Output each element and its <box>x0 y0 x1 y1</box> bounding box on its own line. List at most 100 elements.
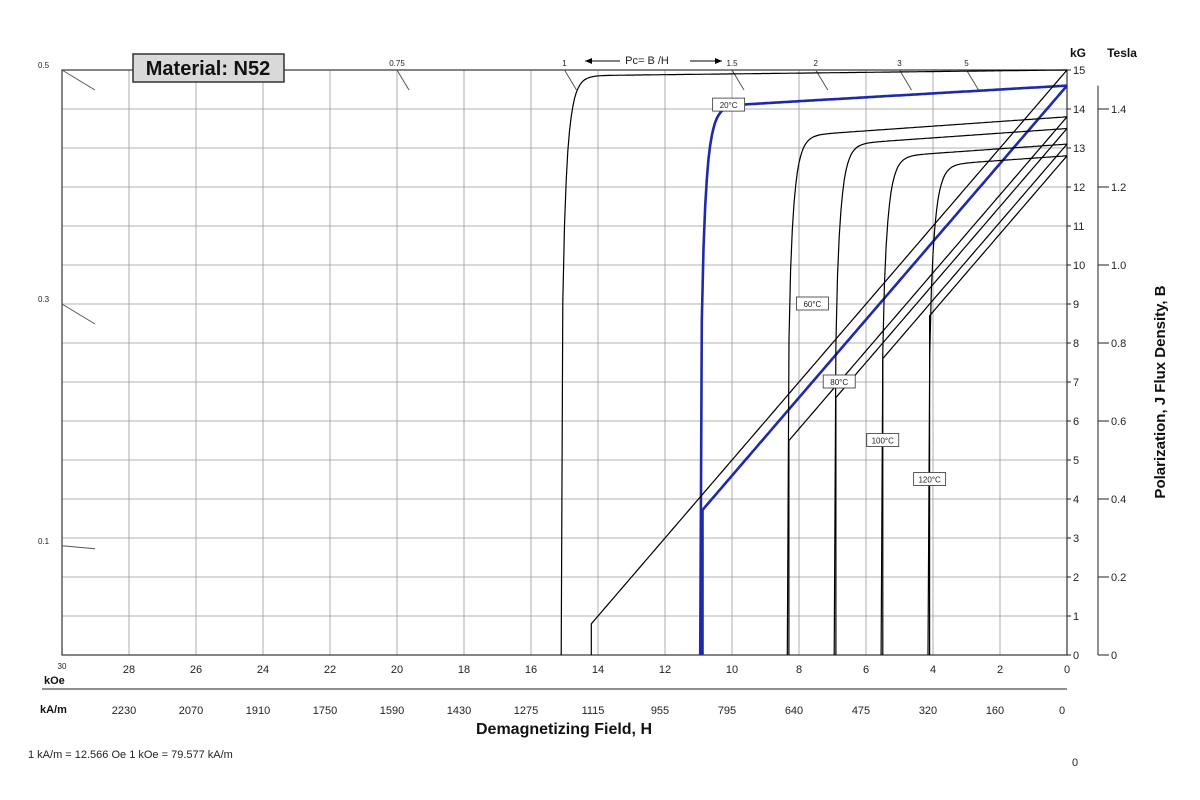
y-tick-label-kg: 13 <box>1073 143 1085 155</box>
pc-tick-mark <box>396 69 410 91</box>
y-tick-label-kg: 4 <box>1073 494 1079 506</box>
x-tick-label-kam: 1430 <box>447 705 471 717</box>
temp-label: 100°C <box>872 437 895 446</box>
b-curve <box>590 69 1068 655</box>
curves <box>560 69 1068 656</box>
temp-label: 20°C <box>720 101 738 110</box>
x-tick-label-koe: 4 <box>930 664 936 676</box>
x-axis-label: Demagnetizing Field, H <box>476 721 652 738</box>
pc-tick-label: 0.1 <box>38 537 50 546</box>
x-tick-label-koe-cut: 30 <box>58 662 67 671</box>
temp-label: 120°C <box>918 476 941 485</box>
y-tick-label-kg: 12 <box>1073 182 1085 194</box>
y-unit-left: kG <box>1070 46 1086 60</box>
y-tick-label-kg: 5 <box>1073 455 1079 467</box>
y-tick-label-kg: 2 <box>1073 572 1079 584</box>
y-tick-label-kg: 15 <box>1073 65 1085 77</box>
temp-label-box <box>712 97 746 112</box>
y-tick-label-kg: 1 <box>1073 611 1079 623</box>
pc-tick-label: 1.5 <box>726 59 738 68</box>
j-curve <box>833 127 1068 656</box>
x-tick-label-koe: 12 <box>659 664 671 676</box>
pc-arrow-left-head <box>585 58 592 64</box>
x-tick-label-koe: 22 <box>324 664 336 676</box>
x-tick-label-kam: 2070 <box>179 705 203 717</box>
temp-label-box <box>866 433 900 447</box>
y-tick-label-kg: 8 <box>1073 338 1079 350</box>
title-box <box>132 53 285 83</box>
permeance-lines <box>61 69 979 550</box>
j-curve <box>927 155 1068 656</box>
pc-tick-label: 3 <box>897 59 902 68</box>
temp-label-box <box>796 296 829 311</box>
x-tick-label-kam: 320 <box>919 705 937 717</box>
pc-tick-label: 0.75 <box>389 59 405 68</box>
b-curve <box>788 116 1068 655</box>
grid <box>42 69 1109 690</box>
x-tick-label-koe: 14 <box>592 664 604 676</box>
b-curve <box>882 143 1068 655</box>
b-curve <box>701 84 1068 655</box>
x-tick-label-kam: 1590 <box>380 705 404 717</box>
pc-tick-mark <box>564 69 577 91</box>
pc-tick-label: 0.5 <box>38 61 50 70</box>
y-tick-label-tesla: 1.4 <box>1111 104 1126 116</box>
x-tick-label-koe: 0 <box>1064 664 1070 676</box>
y-tick-label-kg: 0 <box>1073 650 1079 662</box>
x-unit-koe: kOe <box>44 675 65 687</box>
x-tick-label-koe: 18 <box>458 664 470 676</box>
x-tick-label-kam: 795 <box>718 705 736 717</box>
y-tick-label-kg: 3 <box>1073 533 1079 545</box>
x-tick-label-kam: 955 <box>651 705 669 717</box>
x-tick-label-kam: 2230 <box>112 705 136 717</box>
y-tick-label-tesla: 1.2 <box>1111 182 1126 194</box>
y-tick-label-tesla: 0.6 <box>1111 416 1126 428</box>
y-tick-label-kg: 6 <box>1073 416 1079 428</box>
temp-label-box <box>822 374 856 389</box>
pc-tick-mark <box>731 69 745 91</box>
y-tick-label-tesla: 1.0 <box>1111 260 1126 272</box>
y-tick-label-kg: 14 <box>1073 104 1085 116</box>
x-tick-label-koe: 2 <box>997 664 1003 676</box>
b-curve <box>835 128 1068 655</box>
x-tick-label-koe: 6 <box>863 664 869 676</box>
temp-label: 80°C <box>830 378 848 387</box>
x-unit-kam: kA/m <box>40 704 67 716</box>
corner-zero: 0 <box>1072 757 1078 769</box>
footnote: 1 kA/m = 12.566 Oe 1 kOe = 79.577 kA/m <box>28 749 233 761</box>
pc-tick-label: 0.3 <box>38 295 50 304</box>
y-tick-label-kg: 10 <box>1073 260 1085 272</box>
plot-frame <box>61 69 1068 656</box>
x-tick-label-kam: 1910 <box>246 705 270 717</box>
x-tick-label-koe: 28 <box>123 664 135 676</box>
j-curve <box>880 143 1068 656</box>
x-tick-label-kam: 1750 <box>313 705 337 717</box>
pc-tick-label: 5 <box>964 59 969 68</box>
x-tick-label-kam: 475 <box>852 705 870 717</box>
j-curve <box>560 69 1067 656</box>
y-tick-label-tesla: 0.2 <box>1111 572 1126 584</box>
x-tick-label-koe: 26 <box>190 664 202 676</box>
x-tick-label-koe: 20 <box>391 664 403 676</box>
pc-tick-mark <box>899 69 912 91</box>
y-axis-label: Polarization, J Flux Density, B <box>1152 285 1169 498</box>
pc-tick-label: 2 <box>814 59 819 68</box>
y-tick-label-tesla: 0.4 <box>1111 494 1126 506</box>
y-tick-label-kg: 11 <box>1073 221 1084 233</box>
pc-tick-mark <box>61 69 96 91</box>
x-tick-label-koe: 24 <box>257 664 269 676</box>
y-tick-label-tesla: 0 <box>1111 650 1117 662</box>
y-unit-right: Tesla <box>1107 46 1137 60</box>
b-curve <box>929 155 1068 655</box>
x-tick-label-kam: 1275 <box>514 705 538 717</box>
pc-tick-mark <box>61 303 96 325</box>
x-tick-label-kam: 160 <box>986 705 1004 717</box>
x-tick-label-kam: 1115 <box>582 705 605 717</box>
x-tick-label-koe: 10 <box>726 664 738 676</box>
pc-tick-mark <box>61 545 96 550</box>
x-tick-label-koe: 8 <box>796 664 802 676</box>
pc-arrow-right-head <box>715 58 722 64</box>
temp-label-box <box>913 472 947 486</box>
